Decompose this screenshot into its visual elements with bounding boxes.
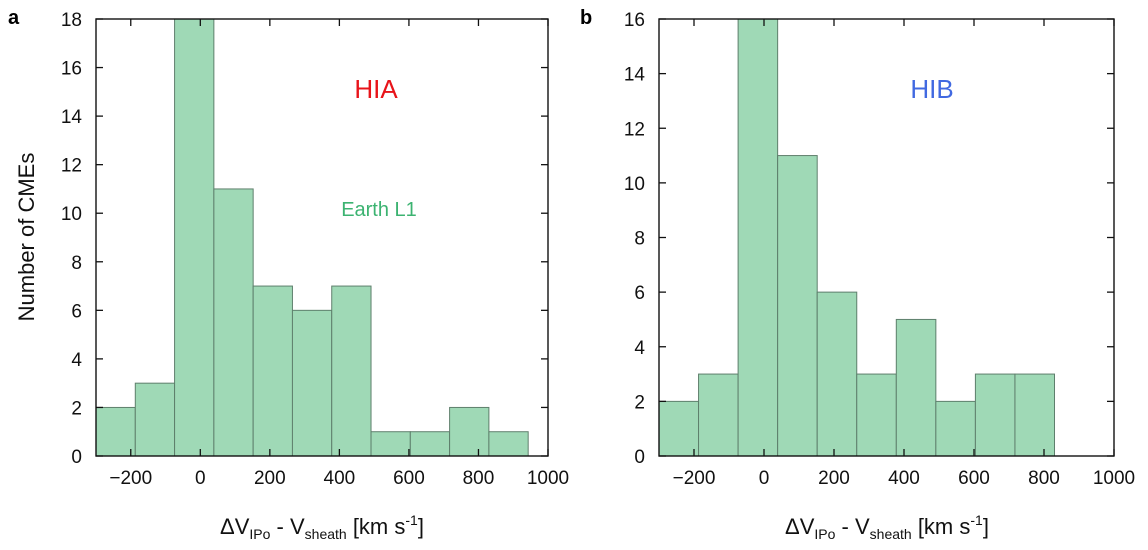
panel-letter-b: b xyxy=(580,7,592,29)
histogram-bar xyxy=(331,285,372,457)
y-tick-label: 2 xyxy=(71,398,82,419)
histogram-bar xyxy=(895,318,937,457)
x-tick-label: 0 xyxy=(759,468,770,489)
y-tick-label: 0 xyxy=(71,447,82,468)
histogram-bar xyxy=(409,431,451,457)
histogram-bar xyxy=(488,431,529,457)
y-tick-label: 14 xyxy=(61,107,83,128)
y-tick-label: 2 xyxy=(634,392,645,413)
panel-b: b −200 0 200 400 600 800 1000 0 2 4 6 8 10 12 14 16 HIB… xyxy=(580,7,1135,542)
x-tick-label: −200 xyxy=(673,468,716,489)
y-tick-label: 10 xyxy=(61,204,82,225)
histogram-bar xyxy=(658,400,700,457)
histogram-bar xyxy=(856,373,897,457)
y-tick-label: 8 xyxy=(71,253,82,274)
histogram-bar xyxy=(737,18,779,457)
histogram-bar xyxy=(777,155,818,457)
x-tick-label: 400 xyxy=(324,468,356,489)
histogram-bar xyxy=(816,291,858,457)
plot-frame xyxy=(95,18,549,457)
y-tick-label: 4 xyxy=(71,350,82,371)
annotation-hib: HIB xyxy=(910,74,953,104)
y-tick-label: 16 xyxy=(624,10,645,31)
histogram-bar xyxy=(95,406,136,457)
histogram-bar xyxy=(213,188,254,457)
y-tick-label: 14 xyxy=(624,65,646,86)
x-tick-label: 200 xyxy=(818,468,850,489)
x-tick-label: 400 xyxy=(888,468,920,489)
x-tick-label: 600 xyxy=(958,468,990,489)
y-tick-label: 18 xyxy=(61,10,82,31)
y-tick-label: 8 xyxy=(634,229,645,250)
x-tick-label: 800 xyxy=(1028,468,1060,489)
histogram-bar xyxy=(134,382,176,457)
y-tick-label: 12 xyxy=(61,156,82,177)
histogram-bar xyxy=(174,18,215,457)
histogram-bar xyxy=(449,406,490,457)
axes-a: −200 0 200 400 600 800 1000 0 2 4 6 8 10 12 14 16 18 xyxy=(61,10,569,489)
bars-b xyxy=(658,18,1056,457)
x-tick-label: 0 xyxy=(195,468,206,489)
histogram-bar xyxy=(252,285,293,457)
x-axis-label-a: ΔVIPo - Vsheath [km s-1] xyxy=(220,512,424,542)
histogram-bar xyxy=(291,309,333,457)
bars-a xyxy=(95,18,529,457)
histogram-bar xyxy=(935,400,976,457)
x-axis-label-b: ΔVIPo - Vsheath [km s-1] xyxy=(785,512,989,542)
x-tick-label: −200 xyxy=(109,468,152,489)
y-tick-label: 16 xyxy=(61,59,82,80)
annotation-hia: HIA xyxy=(354,74,398,104)
histogram-bar xyxy=(1014,373,1056,457)
y-tick-label: 12 xyxy=(624,119,645,140)
histogram-bar xyxy=(974,373,1016,457)
y-tick-label: 10 xyxy=(624,174,645,195)
y-tick-label: 6 xyxy=(71,301,82,322)
x-tick-label: 1000 xyxy=(1093,468,1135,489)
y-tick-label: 0 xyxy=(634,447,645,468)
histogram-bar xyxy=(698,373,739,457)
x-tick-label: 200 xyxy=(254,468,286,489)
panel-a: a −200 0 200 400 600 800 1000 0 2 4 6 8 10 12 14 16 18 H… xyxy=(8,7,569,542)
x-tick-label: 600 xyxy=(393,468,425,489)
x-tick-label: 1000 xyxy=(527,468,569,489)
panel-letter-a: a xyxy=(8,7,20,29)
annotation-earth-l1: Earth L1 xyxy=(341,199,417,221)
histogram-bar xyxy=(370,431,411,457)
x-tick-label: 800 xyxy=(463,468,495,489)
y-tick-label: 6 xyxy=(634,283,645,304)
y-axis-label: Number of CMEs xyxy=(14,153,39,322)
axes-b: −200 0 200 400 600 800 1000 0 2 4 6 8 10 12 14 16 xyxy=(624,10,1135,489)
y-tick-label: 4 xyxy=(634,338,645,359)
